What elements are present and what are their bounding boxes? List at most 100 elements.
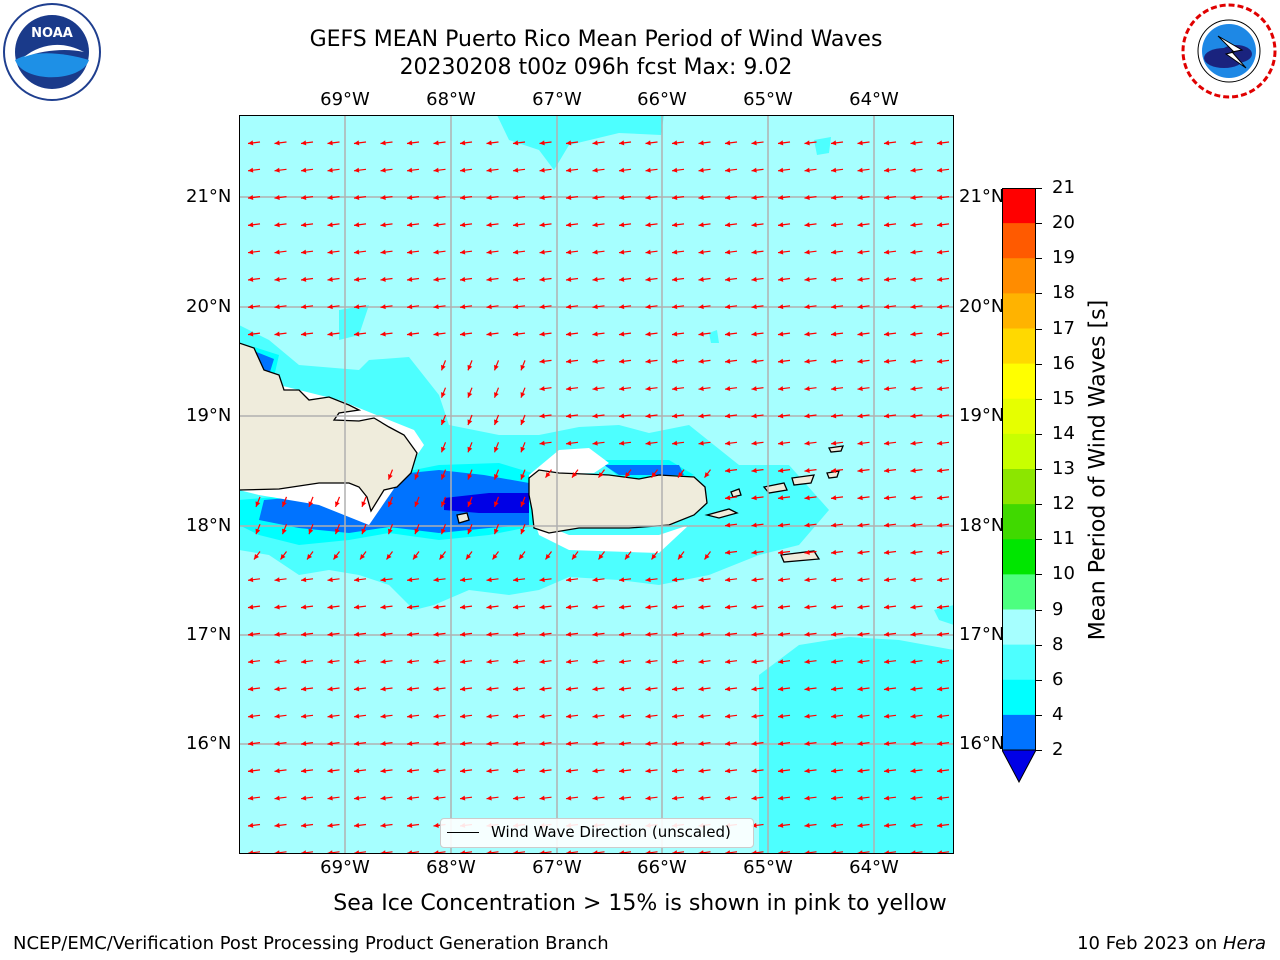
wind-wave-direction-arrow bbox=[698, 276, 711, 282]
wind-wave-direction-arrow bbox=[910, 440, 923, 446]
wind-wave-direction-arrow bbox=[539, 304, 552, 310]
wind-wave-direction-arrow bbox=[830, 631, 844, 637]
wind-wave-direction-arrow bbox=[777, 167, 791, 173]
wind-wave-direction-arrow bbox=[300, 795, 314, 801]
wind-wave-direction-arrow bbox=[300, 577, 314, 583]
wind-wave-direction-arrow bbox=[698, 686, 711, 692]
wind-wave-direction-arrow bbox=[883, 795, 897, 801]
wind-wave-direction-arrow bbox=[433, 713, 446, 719]
wind-wave-direction-arrow bbox=[724, 604, 738, 610]
wind-wave-direction-arrow bbox=[883, 194, 897, 200]
wind-wave-direction-arrow bbox=[414, 523, 420, 535]
wind-wave-direction-arrow bbox=[883, 740, 897, 746]
wind-wave-direction-arrow bbox=[936, 686, 950, 692]
wind-wave-direction-arrow bbox=[592, 249, 605, 255]
wind-wave-direction-arrow bbox=[777, 795, 791, 801]
wind-wave-direction-arrow bbox=[406, 740, 420, 746]
colorbar-tick-mark bbox=[1036, 398, 1042, 400]
wind-wave-direction-arrow bbox=[645, 577, 658, 583]
lon-label-top-64w: 64°W bbox=[849, 89, 899, 110]
wind-wave-direction-arrow bbox=[936, 713, 950, 719]
wind-wave-direction-arrow bbox=[671, 686, 685, 692]
wind-wave-direction-arrow bbox=[300, 740, 314, 746]
wind-wave-direction-arrow bbox=[804, 522, 817, 528]
wind-wave-direction-arrow bbox=[327, 795, 340, 801]
wind-wave-direction-arrow bbox=[751, 686, 764, 692]
wind-wave-direction-arrow bbox=[618, 304, 632, 310]
lon-label-bottom-66w: 66°W bbox=[637, 857, 687, 878]
wind-wave-direction-arrow bbox=[777, 686, 791, 692]
wind-wave-direction-arrow bbox=[520, 387, 526, 398]
wind-wave-direction-arrow bbox=[751, 249, 764, 255]
wind-wave-direction-arrow bbox=[724, 249, 738, 255]
wind-wave-direction-arrow bbox=[645, 740, 658, 746]
wind-wave-direction-arrow bbox=[804, 713, 817, 719]
colorbar-tick-mark bbox=[1036, 714, 1042, 716]
wind-wave-direction-arrow bbox=[645, 304, 658, 310]
wind-wave-direction-arrow bbox=[406, 331, 420, 337]
wind-wave-direction-arrow bbox=[353, 604, 367, 610]
wind-wave-direction-arrow bbox=[327, 276, 340, 282]
wind-wave-direction-arrow bbox=[804, 659, 817, 665]
wind-wave-direction-arrow bbox=[724, 686, 738, 692]
wind-wave-direction-arrow bbox=[380, 249, 393, 255]
wind-wave-direction-arrow bbox=[724, 413, 738, 419]
colorbar-frame bbox=[1002, 188, 1036, 751]
wind-wave-direction-arrow bbox=[486, 577, 499, 583]
wind-wave-direction-arrow bbox=[910, 167, 923, 173]
sea-ice-note: Sea Ice Concentration > 15% is shown in … bbox=[333, 891, 947, 916]
wind-wave-direction-arrow bbox=[539, 795, 552, 801]
wind-wave-direction-arrow bbox=[724, 795, 738, 801]
map-legend: Wind Wave Direction (unscaled) bbox=[440, 818, 754, 848]
wind-wave-direction-arrow bbox=[804, 549, 817, 555]
wind-wave-direction-arrow bbox=[380, 659, 393, 665]
wind-wave-direction-arrow bbox=[830, 768, 844, 774]
wind-wave-direction-arrow bbox=[440, 414, 447, 426]
wind-wave-direction-arrow bbox=[565, 740, 579, 746]
wind-wave-direction-arrow bbox=[406, 194, 420, 200]
wind-wave-direction-arrow bbox=[936, 304, 950, 310]
colorbar-tick-mark bbox=[1036, 293, 1042, 295]
wind-wave-direction-arrow bbox=[459, 194, 473, 200]
wind-wave-direction-arrow bbox=[830, 686, 844, 692]
wind-wave-direction-arrow bbox=[910, 577, 923, 583]
wind-wave-direction-arrow bbox=[936, 194, 950, 200]
wind-wave-direction-arrow bbox=[724, 740, 738, 746]
colorbar-tick-label: 8 bbox=[1052, 633, 1064, 655]
wind-wave-direction-arrow bbox=[512, 331, 526, 337]
wind-wave-direction-arrow bbox=[353, 276, 367, 282]
wind-wave-direction-arrow bbox=[883, 631, 897, 637]
wind-wave-direction-arrow bbox=[830, 795, 844, 801]
wind-wave-direction-arrow bbox=[247, 167, 261, 173]
wind-wave-direction-arrow bbox=[433, 795, 446, 801]
wind-wave-direction-arrow bbox=[300, 140, 314, 146]
lat-label-right-21n: 21°N bbox=[959, 186, 1005, 207]
wind-wave-direction-arrow bbox=[857, 140, 870, 146]
wind-wave-direction-arrow bbox=[486, 631, 499, 637]
wind-wave-direction-arrow bbox=[327, 713, 340, 719]
wind-wave-direction-arrow bbox=[539, 659, 552, 665]
colorbar-title: Mean Period of Wind Waves [s] bbox=[1085, 299, 1111, 641]
wind-wave-direction-arrow bbox=[751, 549, 764, 555]
wind-wave-direction-arrow bbox=[698, 413, 711, 419]
wind-wave-direction-arrow bbox=[857, 604, 870, 610]
wind-wave-direction-arrow bbox=[467, 360, 473, 371]
wind-wave-direction-arrow bbox=[910, 740, 923, 746]
wind-wave-direction-arrow bbox=[592, 631, 605, 637]
wind-wave-direction-arrow bbox=[327, 604, 340, 610]
wind-wave-direction-arrow bbox=[671, 167, 685, 173]
wind-wave-direction-arrow bbox=[724, 467, 738, 473]
wind-wave-direction-arrow bbox=[830, 822, 844, 828]
wind-wave-direction-arrow bbox=[406, 822, 420, 828]
wind-wave-direction-arrow bbox=[804, 467, 817, 473]
wind-wave-direction-arrow bbox=[459, 659, 473, 665]
wind-wave-direction-arrow bbox=[459, 768, 473, 774]
wind-wave-direction-arrow bbox=[274, 167, 287, 173]
colorbar-tick-mark bbox=[1036, 188, 1042, 189]
wind-wave-direction-arrow bbox=[751, 522, 764, 528]
wind-wave-direction-arrow bbox=[910, 686, 923, 692]
wave-period-6-8-region-north bbox=[497, 115, 664, 170]
wind-wave-direction-arrow bbox=[565, 659, 579, 665]
wind-wave-direction-arrow bbox=[486, 276, 499, 282]
wind-wave-direction-arrow bbox=[274, 604, 287, 610]
